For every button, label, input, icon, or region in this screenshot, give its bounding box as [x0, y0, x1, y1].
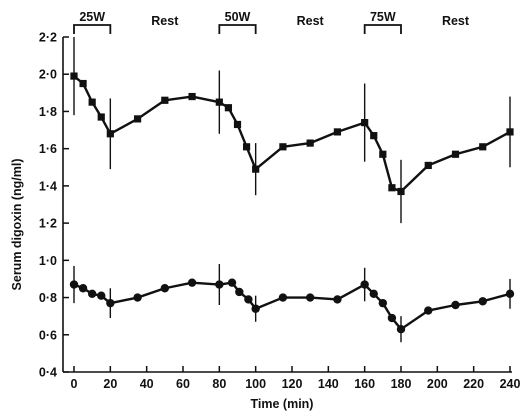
- y-tick-label: 1·2: [39, 217, 57, 231]
- y-tick-label: 2·2: [39, 31, 57, 45]
- exercise-phase-label: 50W: [225, 10, 251, 24]
- x-tick-label: 80: [212, 377, 226, 391]
- y-tick-label: 0·6: [39, 328, 57, 342]
- data-point-circle: [215, 280, 224, 289]
- rest-phase-label: Rest: [151, 14, 179, 28]
- x-tick-label: 100: [245, 377, 266, 391]
- data-point-square: [333, 128, 342, 136]
- data-point-circle: [478, 297, 487, 306]
- data-point-circle: [133, 293, 142, 302]
- y-tick-label: 2·0: [39, 68, 57, 82]
- x-tick-label: 160: [354, 377, 375, 391]
- x-tick-label: 60: [176, 377, 190, 391]
- y-tick-label: 0·4: [39, 366, 57, 380]
- data-point-square: [188, 92, 196, 101]
- data-point-square: [379, 150, 387, 158]
- exercise-bracket: [363, 24, 402, 34]
- data-point-circle: [333, 295, 342, 304]
- data-point-square: [306, 139, 314, 147]
- data-point-circle: [187, 278, 197, 287]
- data-point-circle: [305, 293, 315, 302]
- y-tick-label: 1·4: [39, 179, 57, 193]
- x-tick-label: 120: [282, 377, 303, 391]
- series-circles: [69, 264, 515, 343]
- rest-phase-label: Rest: [297, 14, 325, 28]
- data-point-square: [133, 115, 142, 123]
- phase-annotations: 25W Rest 50W Rest 75W Rest: [73, 10, 470, 34]
- data-point-square: [97, 113, 105, 121]
- data-point-circle: [244, 295, 253, 304]
- rest-phase-label: Rest: [442, 14, 470, 28]
- x-tick-label: 180: [391, 377, 412, 391]
- data-point-circle: [78, 284, 88, 293]
- data-point-circle: [227, 278, 237, 287]
- y-tick-label: 1·6: [39, 142, 57, 156]
- data-point-square: [424, 161, 432, 170]
- x-tick-label: 240: [500, 377, 520, 391]
- data-point-square: [161, 96, 169, 104]
- series-layer: [69, 37, 515, 343]
- data-point-circle: [387, 313, 397, 323]
- data-point-square: [88, 98, 96, 106]
- y-tick-label: 0·8: [39, 291, 57, 305]
- data-point-square: [388, 184, 396, 192]
- data-point-square: [215, 98, 223, 106]
- exercise-phase-label: 75W: [370, 10, 396, 24]
- data-point-square: [279, 143, 287, 151]
- x-axis-title: Time (min): [251, 397, 314, 411]
- data-point-circle: [451, 300, 460, 310]
- data-point-circle: [106, 298, 115, 308]
- y-tick-label: 1·0: [39, 254, 57, 268]
- exercise-bracket: [73, 24, 112, 34]
- series-line: [73, 281, 511, 331]
- x-tick-label: 140: [318, 377, 339, 391]
- x-tick-label: 200: [427, 377, 448, 391]
- data-point-square: [506, 128, 514, 136]
- data-point-square: [361, 119, 369, 127]
- data-point-circle: [251, 304, 260, 313]
- exercise-phase-label: 25W: [79, 10, 105, 24]
- x-tick-label: 40: [140, 377, 154, 391]
- data-point-circle: [235, 287, 244, 297]
- data-point-square: [397, 187, 405, 196]
- data-point-circle: [160, 284, 170, 293]
- data-point-circle: [87, 289, 97, 299]
- y-axis-title: Serum digoxin (ng/ml): [10, 159, 24, 291]
- data-point-circle: [360, 280, 369, 289]
- data-point-circle: [369, 289, 378, 299]
- data-point-square: [252, 165, 260, 173]
- x-tick-label: 220: [463, 377, 484, 391]
- data-point-square: [79, 79, 87, 88]
- series-line: [73, 75, 511, 193]
- data-point-square: [242, 143, 251, 151]
- x-tick-label: 20: [103, 377, 117, 391]
- data-point-square: [479, 143, 487, 151]
- axes: 0·4 0·6 0·8 1·0 1·2 1·4 1·6 1·8 2·0 2·2 0 20 40 60 80 1…: [39, 31, 520, 392]
- data-point-circle: [424, 306, 433, 315]
- data-point-circle: [69, 280, 79, 289]
- data-point-circle: [396, 324, 406, 334]
- data-point-circle: [378, 298, 388, 308]
- exercise-bracket: [218, 24, 257, 34]
- series-squares: [70, 37, 514, 224]
- data-point-square: [233, 120, 242, 129]
- data-point-square: [224, 104, 233, 112]
- x-tick-label: 0: [71, 377, 78, 391]
- data-point-square: [370, 132, 378, 140]
- data-point-square: [451, 150, 460, 158]
- data-point-circle: [505, 289, 515, 299]
- data-point-square: [106, 130, 114, 138]
- data-point-circle: [97, 291, 106, 300]
- data-point-square: [70, 72, 78, 80]
- y-tick-label: 1·8: [39, 105, 57, 119]
- data-point-circle: [278, 293, 288, 302]
